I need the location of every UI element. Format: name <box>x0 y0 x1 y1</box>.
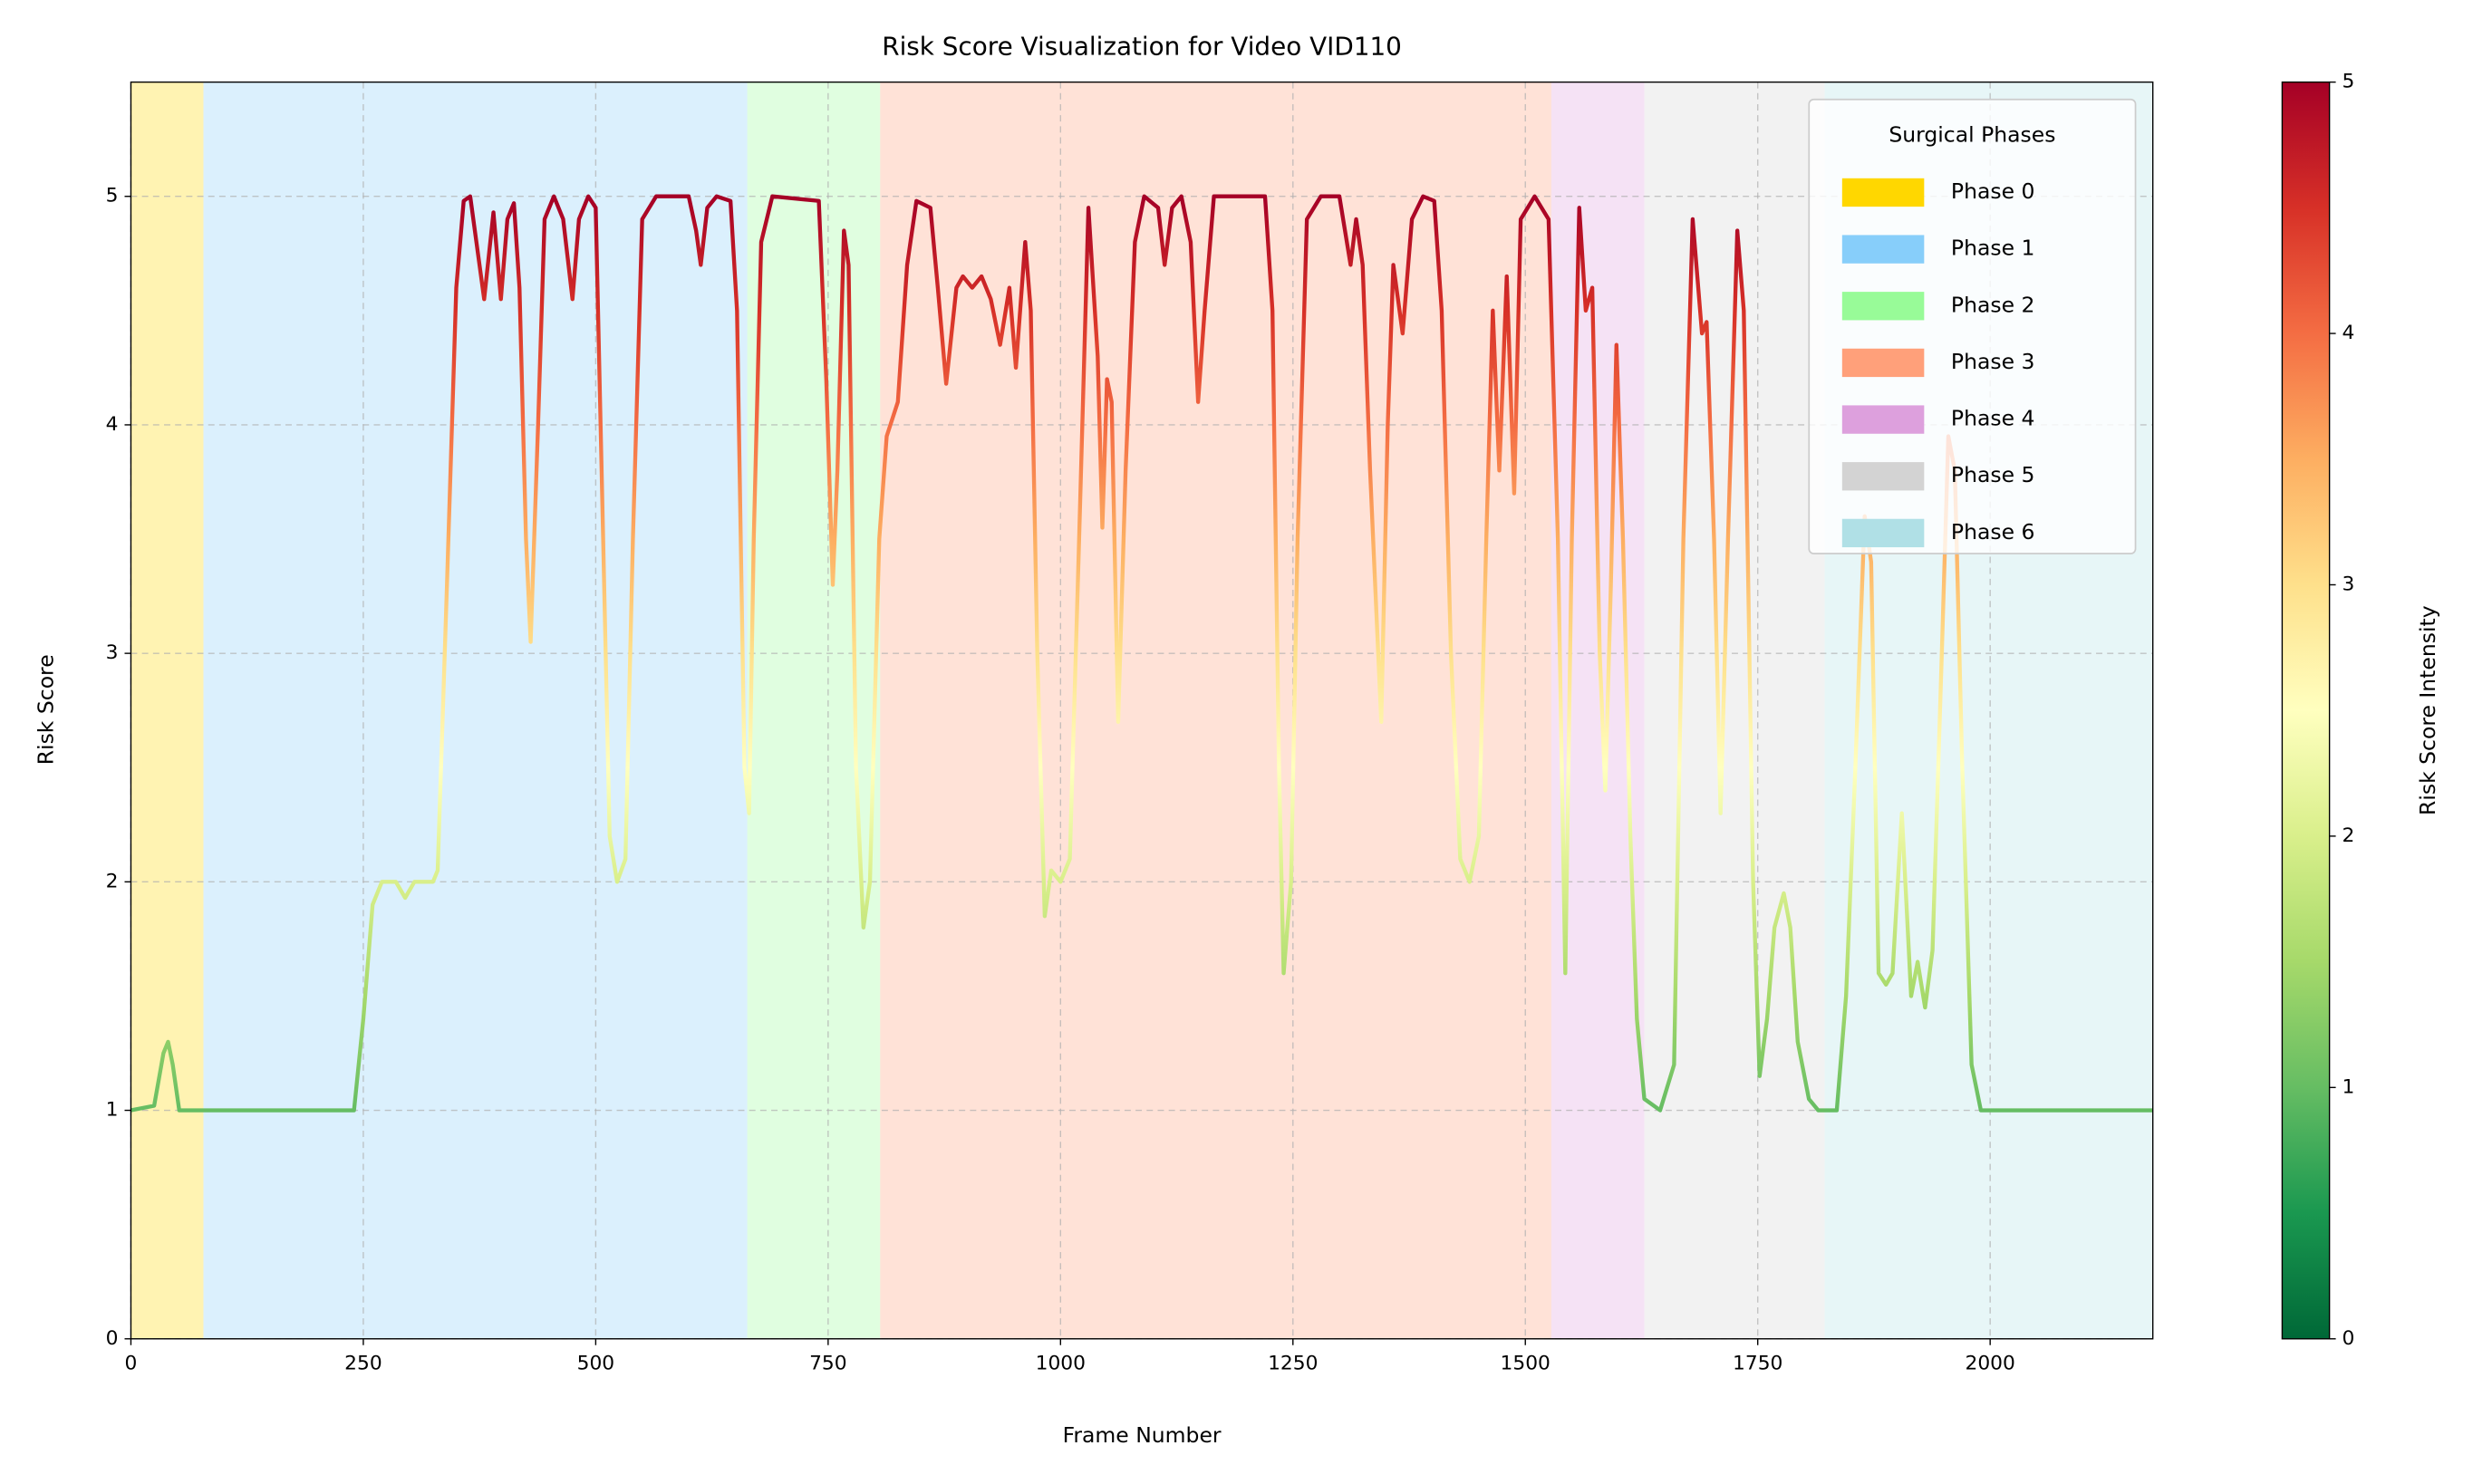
y-tick-label: 4 <box>106 413 119 436</box>
phase-span <box>203 82 748 1339</box>
colorbar-tick-label: 3 <box>2343 573 2355 595</box>
legend-swatch <box>1841 292 1925 321</box>
colorbar-fill <box>2281 81 2331 1340</box>
risk-score-line <box>130 194 2153 1113</box>
y-tick-label: 3 <box>106 641 119 664</box>
legend-swatch <box>1841 405 1925 434</box>
x-tick-label: 750 <box>809 1353 847 1375</box>
legend-label: Phase 1 <box>1951 236 2035 261</box>
x-tick-label: 0 <box>125 1353 138 1375</box>
y-tick-label: 1 <box>106 1099 119 1122</box>
legend-swatch <box>1841 518 1925 548</box>
phase-span <box>1550 82 1645 1339</box>
legend-label: Phase 3 <box>1951 349 2035 374</box>
legend-title: Surgical Phases <box>1889 121 2055 147</box>
plot-frame <box>130 81 2154 1340</box>
legend: Surgical Phases Phase 0 Phase 1 Phase 2 Phas… <box>1808 98 2137 554</box>
legend-swatch <box>1841 235 1925 264</box>
y-tick-label: 2 <box>106 870 119 892</box>
colorbar-tick-label: 4 <box>2343 322 2355 344</box>
phase-span <box>130 82 204 1339</box>
legend-box <box>1808 98 2137 554</box>
risk-line <box>130 194 2153 1113</box>
y-tick-label: 5 <box>106 185 119 207</box>
x-tick-label: 250 <box>344 1353 382 1375</box>
colorbar-tick-label: 2 <box>2343 824 2355 847</box>
colorbar: 0 1 2 3 4 5 Risk Score Intensity <box>2281 71 2440 1350</box>
chart-title: Risk Score Visualization for Video VID11… <box>882 31 1402 61</box>
x-tick-label: 1750 <box>1733 1353 1782 1375</box>
phase-span <box>747 82 881 1339</box>
legend-label: Phase 4 <box>1951 406 2035 431</box>
legend-label: Phase 0 <box>1951 178 2035 204</box>
legend-swatch <box>1841 348 1925 378</box>
colorbar-tick-label: 5 <box>2343 71 2355 93</box>
colorbar-tick-label: 0 <box>2343 1327 2355 1350</box>
colorbar-tick-label: 1 <box>2343 1075 2355 1098</box>
legend-label: Phase 5 <box>1951 462 2035 487</box>
x-axis-label: Frame Number <box>1063 1422 1222 1448</box>
axes: 0 250 500 750 1000 1250 1500 1750 2000 0 1 2 3 4 5 <box>106 81 2154 1375</box>
x-tick-label: 1500 <box>1501 1353 1550 1375</box>
legend-swatch <box>1841 462 1925 491</box>
legend-label: Phase 2 <box>1951 292 2035 317</box>
y-tick-label: 0 <box>106 1327 119 1350</box>
x-tick-label: 1250 <box>1268 1353 1318 1375</box>
legend-swatch <box>1841 178 1925 207</box>
x-tick-label: 1000 <box>1036 1353 1086 1375</box>
x-tick-label: 500 <box>577 1353 615 1375</box>
y-axis-label: Risk Score <box>34 654 59 765</box>
colorbar-label: Risk Score Intensity <box>2415 605 2440 815</box>
x-tick-label: 2000 <box>1965 1353 2014 1375</box>
legend-label: Phase 6 <box>1951 519 2035 544</box>
phase-span <box>880 82 1551 1339</box>
